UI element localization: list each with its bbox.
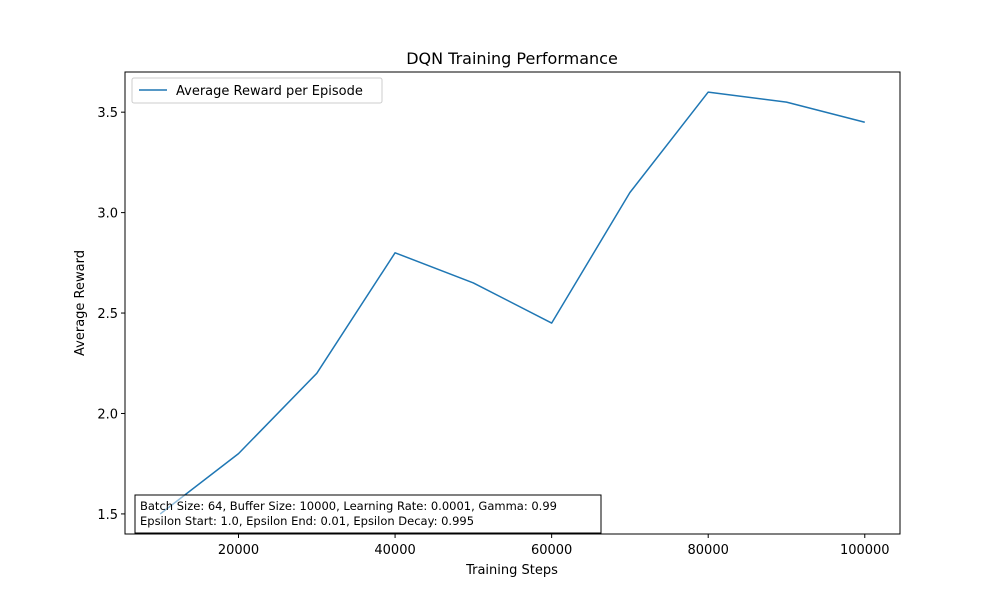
plot-frame: [124, 71, 901, 535]
legend-label-average-reward: Average Reward per Episode: [176, 84, 363, 99]
x-tick-label: 40000: [374, 543, 415, 558]
series-line-average-reward: [159, 91, 865, 515]
x-tick-label: 20000: [218, 543, 259, 558]
series-layer: [159, 91, 865, 515]
x-tick-label: 60000: [531, 543, 572, 558]
legend-box: [131, 77, 383, 104]
y-tick-label: 1.5: [97, 508, 118, 523]
y-tick-label: 2.0: [97, 407, 118, 422]
hyperparameter-line-1: Batch Size: 64, Buffer Size: 10000, Lear…: [140, 499, 557, 513]
x-tick-label: 80000: [688, 543, 729, 558]
x-tick-label: 100000: [840, 543, 890, 558]
hyperparameter-line-2: Epsilon Start: 1.0, Epsilon End: 0.01, E…: [140, 514, 474, 528]
x-axis-title: Training Steps: [465, 563, 558, 578]
hyperparameter-box-frame: [134, 494, 602, 534]
legend: Average Reward per Episode: [131, 77, 383, 104]
plot-area: 20000 40000 60000 80000 100000 1.5 2.0 2.5 3.0 3…: [97, 71, 901, 558]
chart-title: DQN Training Performance: [406, 49, 618, 68]
y-tick-label: 2.5: [97, 307, 118, 322]
y-axis-title: Average Reward: [73, 250, 88, 356]
y-tick-label: 3.0: [97, 207, 118, 222]
x-axis-ticks: 20000 40000 60000 80000 100000: [218, 534, 890, 558]
hyperparameter-box: Batch Size: 64, Buffer Size: 10000, Lear…: [134, 494, 602, 534]
y-axis-ticks: 1.5 2.0 2.5 3.0 3.5: [97, 106, 125, 523]
y-tick-label: 3.5: [97, 106, 118, 121]
